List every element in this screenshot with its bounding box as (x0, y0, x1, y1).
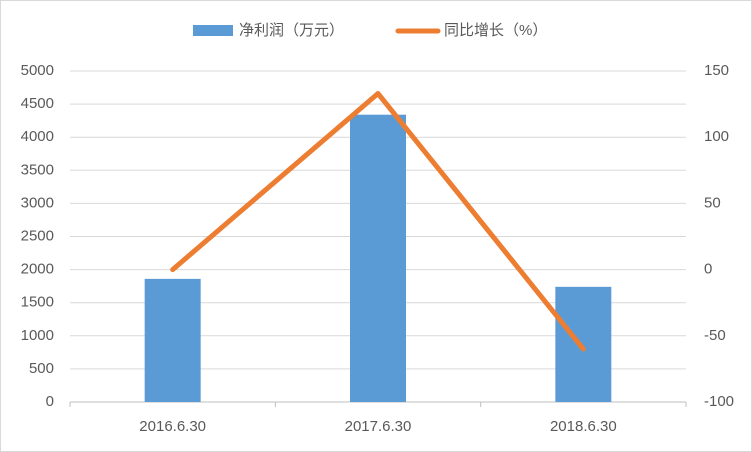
y-tick-label: 2500 (21, 227, 54, 244)
y-tick-label: 1500 (21, 294, 54, 311)
bar (350, 114, 406, 402)
y-tick-label: 1000 (21, 327, 54, 344)
x-tick-label: 2018.6.30 (550, 418, 617, 435)
x-tick-label: 2017.6.30 (345, 418, 412, 435)
y2-tick-label: 0 (704, 261, 712, 278)
y-tick-label: 2000 (21, 261, 54, 278)
y2-tick-label: -100 (704, 393, 734, 410)
legend-label: 净利润（万元） (239, 22, 344, 39)
y-tick-label: 4500 (21, 95, 54, 112)
x-tick-label: 2016.6.30 (139, 418, 206, 435)
bar (144, 278, 201, 402)
y2-tick-label: 150 (704, 62, 729, 79)
y-tick-label: 500 (29, 360, 54, 377)
legend-label: 同比增长（%） (444, 22, 547, 39)
y-tick-label: 3500 (21, 161, 54, 178)
y-tick-label: 4000 (21, 128, 54, 145)
y-tick-label: 5000 (21, 62, 54, 79)
y2-tick-label: 50 (704, 194, 721, 211)
y2-tick-label: 100 (704, 128, 729, 145)
legend-swatch (193, 25, 233, 36)
y-tick-label: 3000 (21, 194, 54, 211)
y2-tick-label: -50 (704, 327, 726, 344)
bar (555, 286, 612, 402)
line (170, 91, 586, 352)
y-tick-label: 0 (46, 393, 54, 410)
